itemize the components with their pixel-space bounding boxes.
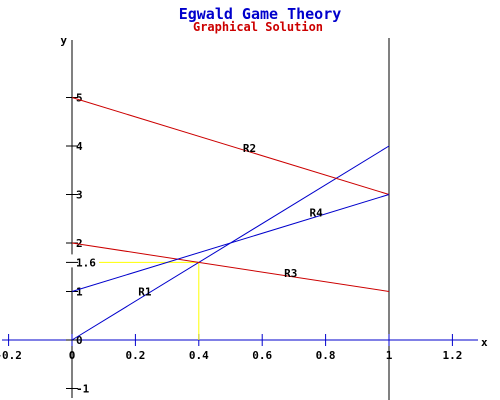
chart-subtitle: Graphical Solution <box>193 20 323 34</box>
solution-label-bg <box>69 254 99 268</box>
series-label-r2: R2 <box>243 142 256 155</box>
series-line-r4 <box>71 194 390 292</box>
y-tick-label: -1 <box>76 383 90 396</box>
x-tick-label: 0.6 <box>252 349 272 362</box>
y-tick-label: 1 <box>76 286 83 299</box>
y-tick-label: 4 <box>76 140 83 153</box>
x-tick-label: 0 <box>69 349 76 362</box>
y-tick-label: 3 <box>76 189 83 202</box>
series-label-r1: R1 <box>138 285 152 298</box>
plot-area: x y -0.2 0 0.2 0.4 0.6 0.8 1 1.2 -1 0 1 2 3 4 5 1.6 R1 R2 R3… <box>0 34 488 400</box>
series-label-r3: R3 <box>284 267 297 280</box>
solution-value-label: 1.6 <box>76 256 96 269</box>
y-tick-label: 5 <box>76 92 83 105</box>
x-tick-label: 0.2 <box>125 349 145 362</box>
y-tick-label: 0 <box>76 334 83 347</box>
x-tick-label: 0.8 <box>316 349 336 362</box>
x-tick-label: 1 <box>386 349 393 362</box>
series-line-r3 <box>71 242 390 292</box>
series-label-r4: R4 <box>309 206 323 219</box>
x-tick-label: -0.2 <box>0 349 22 362</box>
y-axis-label: y <box>60 34 67 47</box>
x-tick-label: 0.4 <box>189 349 209 362</box>
x-axis-label: x <box>481 336 488 349</box>
chart-title: Egwald Game Theory <box>179 5 342 23</box>
y-tick-label: 2 <box>76 237 83 250</box>
series-line-r2 <box>71 97 390 195</box>
x-tick-label: 1.2 <box>442 349 462 362</box>
